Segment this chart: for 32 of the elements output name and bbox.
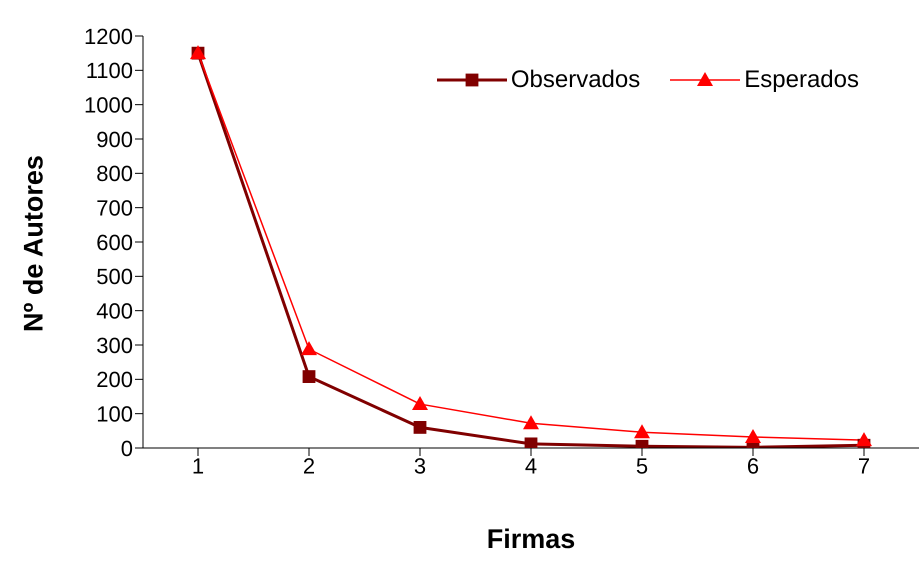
point xyxy=(634,424,650,438)
x-tick-label: 2 xyxy=(302,454,316,479)
x-tick-label: 1 xyxy=(192,454,204,479)
y-axis-title: Nº de Autores xyxy=(18,155,49,332)
x-tick-label: 4 xyxy=(524,454,538,479)
y-tick-label: 100 xyxy=(96,401,133,426)
x-tick-label: 5 xyxy=(636,454,648,479)
legend-label: Esperados xyxy=(744,66,859,94)
x-tick-label: 7 xyxy=(858,454,870,479)
x-tick-label: 6 xyxy=(746,454,760,479)
y-tick-label: 400 xyxy=(96,298,133,324)
x-axis-title: Firmas xyxy=(486,524,576,554)
y-tick-label: 0 xyxy=(120,436,133,461)
y-tick-label: 700 xyxy=(96,195,133,220)
y-tick-label: 600 xyxy=(96,230,133,255)
y-tick-label: 900 xyxy=(96,126,133,152)
y-tick-label: 1100 xyxy=(86,58,133,84)
y-tick-label: 300 xyxy=(96,332,133,358)
point xyxy=(302,370,316,383)
point xyxy=(523,415,539,430)
y-tick-label: 1000 xyxy=(84,92,133,118)
point xyxy=(856,432,872,446)
y-tick-label: 800 xyxy=(96,161,133,186)
y-tick-label: 200 xyxy=(96,367,133,392)
point xyxy=(745,429,761,444)
point xyxy=(414,421,426,434)
legend-label: Observados xyxy=(510,66,640,94)
y-tick-label: 500 xyxy=(96,264,133,290)
x-tick-label: 3 xyxy=(414,454,426,479)
point xyxy=(412,396,428,410)
point xyxy=(301,341,317,356)
y-tick-label: 1200 xyxy=(84,24,133,49)
